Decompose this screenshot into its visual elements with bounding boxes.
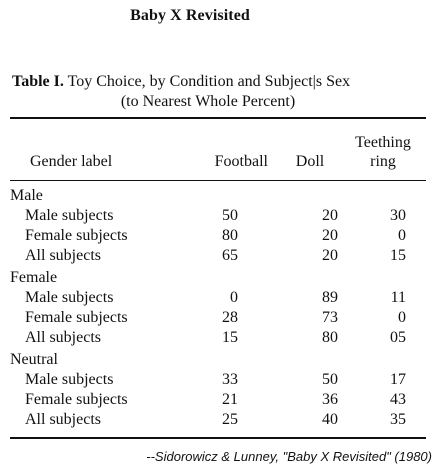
table-caption-text: Toy Choice, by Condition and Subject|s S… bbox=[67, 73, 351, 90]
cell-doll: 20 bbox=[322, 247, 338, 264]
cell-football: 28 bbox=[222, 309, 238, 326]
cell-doll: 36 bbox=[322, 391, 338, 408]
cell-doll: 80 bbox=[322, 329, 338, 346]
cell-doll: 40 bbox=[322, 411, 338, 428]
cell-football: 21 bbox=[222, 391, 238, 408]
cell-football: 50 bbox=[222, 207, 238, 224]
row-label: Male subjects bbox=[25, 207, 114, 224]
table-row: Female subjects 21 36 43 bbox=[10, 390, 426, 410]
cell-football: 33 bbox=[222, 371, 238, 388]
cell-doll: 73 bbox=[322, 309, 338, 326]
cell-football: 15 bbox=[222, 329, 238, 346]
row-label: Female subjects bbox=[25, 227, 128, 244]
row-label: All subjects bbox=[25, 247, 101, 264]
table-header-rule bbox=[10, 180, 426, 181]
table-top-rule bbox=[10, 117, 426, 119]
table-row: Male subjects 0 89 11 bbox=[10, 288, 426, 308]
cell-football: 25 bbox=[222, 411, 238, 428]
column-header-teething-line2: ring bbox=[370, 153, 396, 170]
row-label: Male subjects bbox=[25, 289, 114, 306]
table-caption-subtitle: (to Nearest Whole Percent) bbox=[120, 93, 296, 110]
table-row: Male subjects 50 20 30 bbox=[10, 206, 426, 226]
table-row: Female subjects 28 73 0 bbox=[10, 308, 426, 328]
column-header-teething-line1: Teething bbox=[355, 134, 411, 151]
column-header-teething-ring: Teething ring bbox=[343, 133, 423, 171]
cell-teething-ring: 05 bbox=[390, 329, 406, 346]
cell-doll: 89 bbox=[322, 289, 338, 306]
column-header-doll: Doll bbox=[295, 153, 325, 170]
cell-teething-ring: 11 bbox=[390, 289, 406, 306]
row-label: Female subjects bbox=[25, 391, 128, 408]
cell-teething-ring: 43 bbox=[390, 391, 406, 408]
group-label-female: Female bbox=[10, 269, 58, 286]
table-caption: Table I. Toy Choice, by Condition and Su… bbox=[12, 72, 422, 112]
row-label: All subjects bbox=[25, 411, 101, 428]
table-body: Male Male subjects 50 20 30 Female subje… bbox=[10, 186, 426, 430]
table-row: All subjects 65 20 15 bbox=[10, 246, 426, 266]
cell-doll: 20 bbox=[322, 227, 338, 244]
cell-teething-ring: 0 bbox=[398, 227, 406, 244]
cell-football: 65 bbox=[222, 247, 238, 264]
cell-football: 0 bbox=[230, 289, 238, 306]
table-row: All subjects 15 80 05 bbox=[10, 328, 426, 348]
table-row: Male subjects 33 50 17 bbox=[10, 370, 426, 390]
table-bottom-rule bbox=[10, 437, 426, 439]
cell-teething-ring: 17 bbox=[390, 371, 406, 388]
group-label-male: Male bbox=[10, 187, 43, 204]
row-label: Female subjects bbox=[25, 309, 128, 326]
cell-teething-ring: 15 bbox=[390, 247, 406, 264]
cell-doll: 50 bbox=[322, 371, 338, 388]
page-heading: Baby X Revisited bbox=[130, 7, 250, 24]
cell-teething-ring: 0 bbox=[398, 309, 406, 326]
column-header-football: Football bbox=[214, 153, 268, 170]
cell-doll: 20 bbox=[322, 207, 338, 224]
row-label: All subjects bbox=[25, 329, 101, 346]
group-label-neutral: Neutral bbox=[10, 351, 58, 368]
cell-teething-ring: 30 bbox=[390, 207, 406, 224]
cell-football: 80 bbox=[222, 227, 238, 244]
column-header-gender-label: Gender label bbox=[30, 153, 113, 170]
table-row: All subjects 25 40 35 bbox=[10, 410, 426, 430]
source-citation: --Sidorowicz & Lunney, "Baby X Revisited… bbox=[146, 449, 432, 464]
row-label: Male subjects bbox=[25, 371, 114, 388]
table-caption-label: Table I. bbox=[12, 73, 64, 90]
table-row: Female subjects 80 20 0 bbox=[10, 226, 426, 246]
cell-teething-ring: 35 bbox=[390, 411, 406, 428]
